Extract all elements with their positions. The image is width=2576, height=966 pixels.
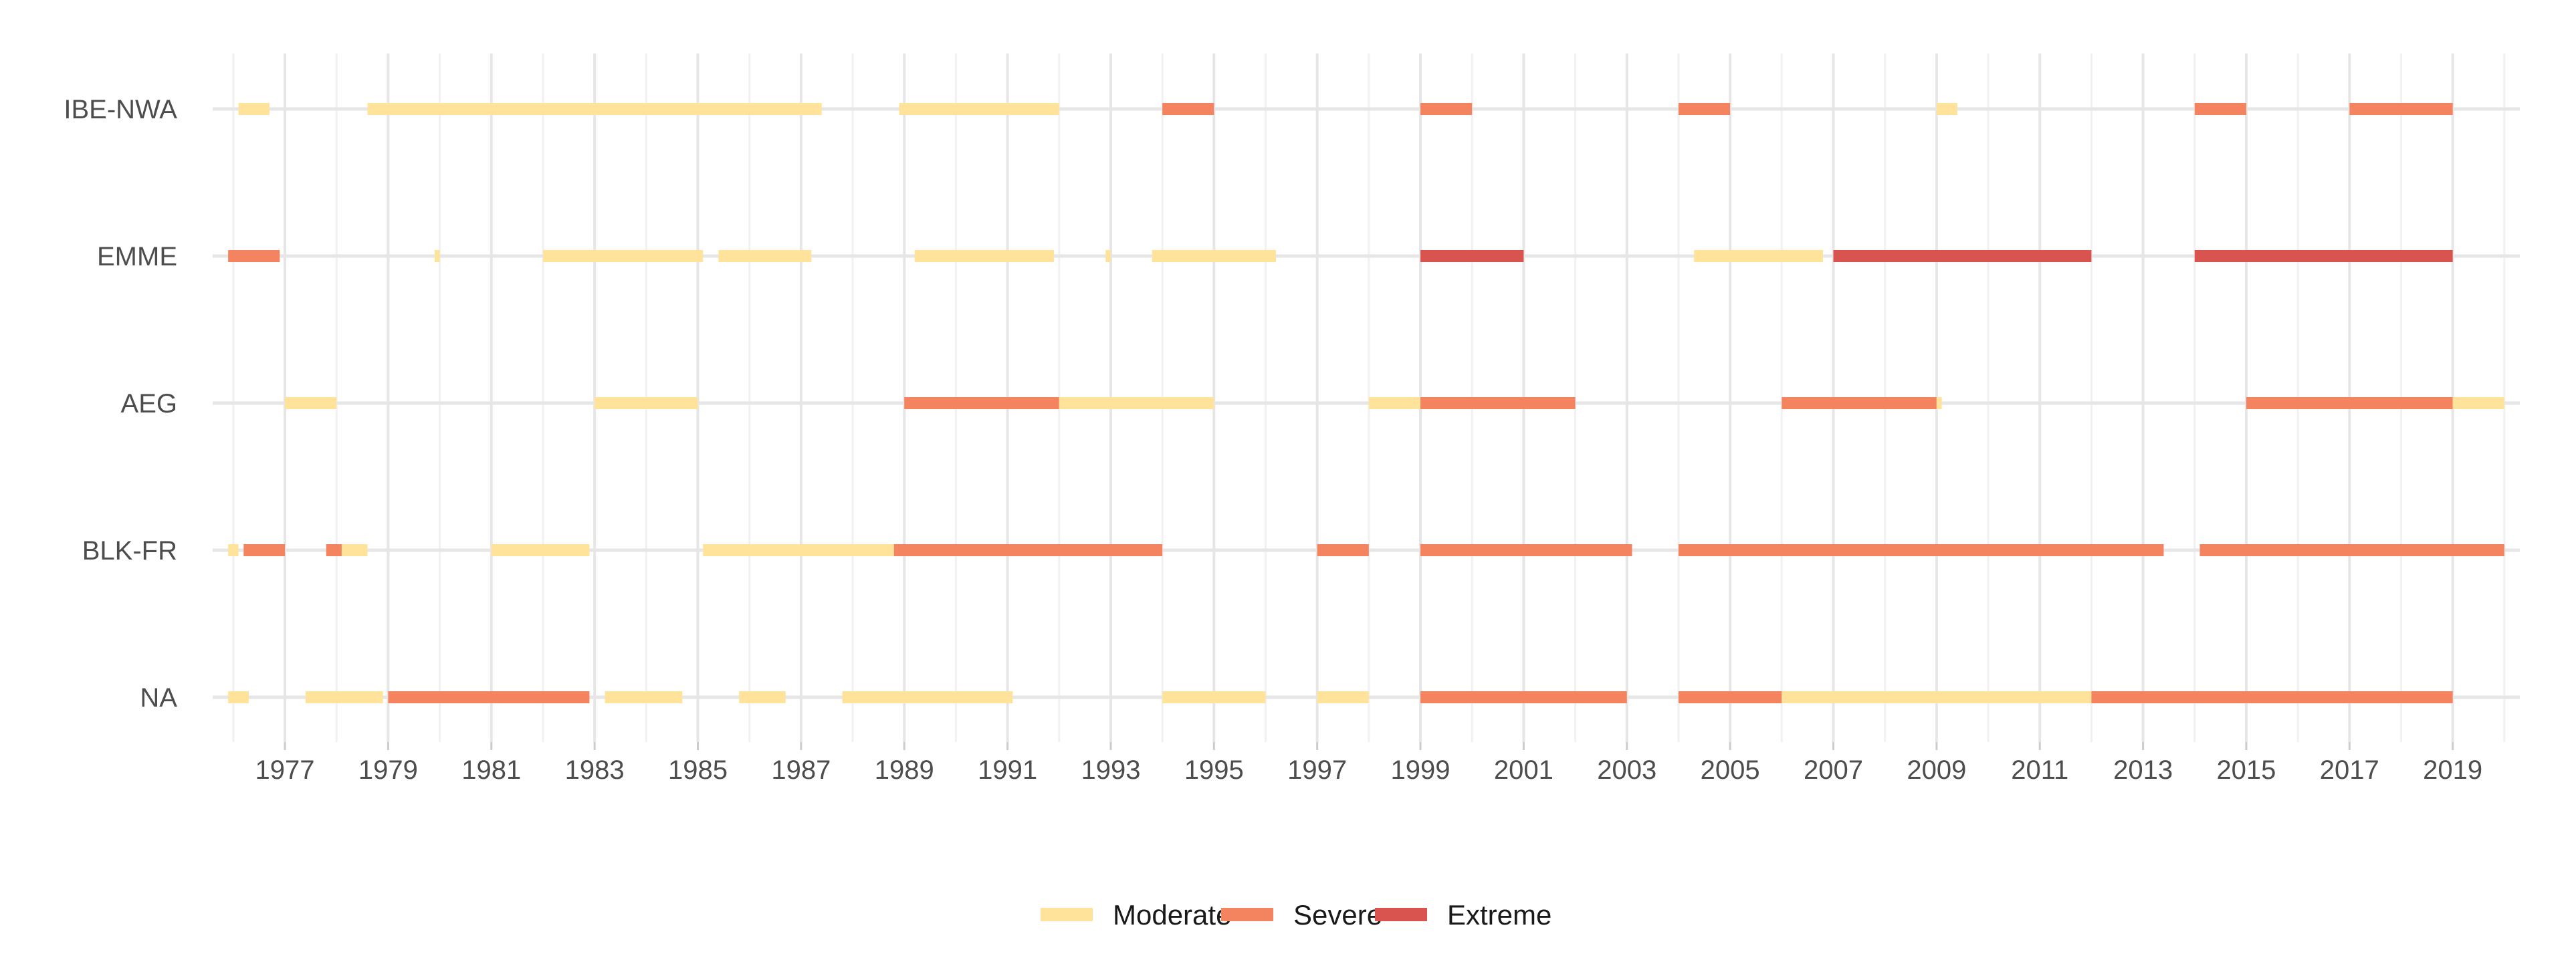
event-bar-severe [243, 544, 286, 556]
x-tick-label: 2015 [2216, 755, 2276, 785]
event-bar-moderate [1317, 691, 1369, 703]
y-tick-label: AEG [121, 389, 177, 418]
event-bar-moderate [2452, 397, 2504, 409]
grid-layer [213, 53, 2520, 742]
x-tick-label: 1993 [1081, 755, 1140, 785]
x-tick-label: 1985 [668, 755, 728, 785]
event-bar-moderate [703, 544, 894, 556]
legend-item-severe: Severe [1221, 899, 1382, 931]
legend-swatch [1375, 908, 1427, 921]
legend-label: Severe [1293, 899, 1382, 931]
event-bar-moderate [305, 691, 383, 703]
legend-swatch [1041, 908, 1093, 921]
event-bar-moderate [228, 691, 249, 703]
x-tick-label: 1987 [771, 755, 831, 785]
legend: Moderate Severe Extreme [1041, 899, 1551, 931]
legend-item-extreme: Extreme [1375, 899, 1551, 931]
event-bar-severe [2194, 103, 2246, 115]
event-bar-moderate [285, 397, 337, 409]
x-tick-label: 2011 [2011, 755, 2068, 785]
event-bar-severe [1678, 691, 1782, 703]
event-bar-moderate [491, 544, 590, 556]
event-bar-severe [1317, 544, 1369, 556]
x-tick-label: 2017 [2320, 755, 2379, 785]
x-tick-label: 1997 [1287, 755, 1347, 785]
x-tick-label: 2019 [2423, 755, 2482, 785]
event-bar-severe [1420, 103, 1473, 115]
event-bar-moderate [1059, 397, 1214, 409]
y-axis: IBE-NWA EMME AEG BLK-FR NA [64, 95, 177, 713]
event-bar-severe [388, 691, 590, 703]
x-tick-label: 2013 [2113, 755, 2173, 785]
event-bar-moderate [238, 103, 270, 115]
y-tick-label: IBE-NWA [64, 95, 177, 124]
event-bar-severe [1162, 103, 1214, 115]
event-bar-severe [1420, 397, 1576, 409]
event-bar-moderate [605, 691, 683, 703]
event-bar-moderate [367, 103, 822, 115]
event-bar-severe [228, 250, 280, 262]
x-axis: 1977 1979 1981 1983 1985 1987 1989 1991 1993 1995… [255, 742, 2482, 785]
event-bar-severe [326, 544, 342, 556]
x-tick-label: 1981 [461, 755, 521, 785]
y-tick-label: EMME [97, 242, 177, 271]
event-bar-moderate [1936, 397, 1942, 409]
x-tick-label: 1989 [875, 755, 934, 785]
x-tick-label: 2007 [1804, 755, 1863, 785]
event-bar-moderate [1368, 397, 1421, 409]
event-bar-severe [904, 397, 1059, 409]
event-bar-moderate [1694, 250, 1824, 262]
x-tick-label: 2005 [1701, 755, 1760, 785]
event-bar-moderate [914, 250, 1055, 262]
event-bar-moderate [595, 397, 698, 409]
event-bar-severe [1420, 544, 1632, 556]
legend-item-moderate: Moderate [1041, 899, 1231, 931]
x-tick-label: 1995 [1184, 755, 1244, 785]
event-bar-severe [1420, 691, 1627, 703]
event-bar-moderate [341, 544, 368, 556]
x-tick-label: 1977 [255, 755, 315, 785]
event-bar-moderate [1936, 103, 1957, 115]
x-tick-label: 2001 [1494, 755, 1553, 785]
x-tick-label: 2003 [1597, 755, 1656, 785]
x-tick-label: 1983 [565, 755, 625, 785]
event-bar-severe [2246, 397, 2453, 409]
bars-layer [228, 103, 2504, 703]
legend-swatch [1221, 908, 1273, 921]
event-bar-moderate [899, 103, 1059, 115]
event-bar-severe [1782, 397, 1937, 409]
event-bar-moderate [1152, 250, 1276, 262]
event-bar-moderate [542, 250, 704, 262]
event-bar-severe [1678, 103, 1731, 115]
x-tick-label: 1991 [978, 755, 1037, 785]
event-bar-moderate [1162, 691, 1266, 703]
x-tick-label: 2009 [1907, 755, 1966, 785]
event-bar-moderate [228, 544, 239, 556]
event-bar-moderate [1105, 250, 1111, 262]
event-bar-moderate [434, 250, 440, 262]
legend-label: Extreme [1447, 899, 1551, 931]
event-bar-moderate [842, 691, 1013, 703]
y-tick-label: BLK-FR [82, 536, 177, 566]
event-bar-severe [2091, 691, 2453, 703]
event-bar-moderate [739, 691, 786, 703]
event-bar-moderate [718, 250, 812, 262]
event-bar-severe [2199, 544, 2504, 556]
event-bar-moderate [1782, 691, 2092, 703]
event-bar-extreme [1833, 250, 2092, 262]
event-bar-severe [2349, 103, 2453, 115]
event-bar-severe [893, 544, 1163, 556]
y-tick-label: NA [140, 683, 177, 713]
event-bar-extreme [2194, 250, 2453, 262]
event-bar-extreme [1420, 250, 1524, 262]
x-tick-label: 1979 [358, 755, 418, 785]
event-bar-severe [1678, 544, 2164, 556]
x-tick-label: 1999 [1391, 755, 1451, 785]
legend-label: Moderate [1113, 899, 1231, 931]
